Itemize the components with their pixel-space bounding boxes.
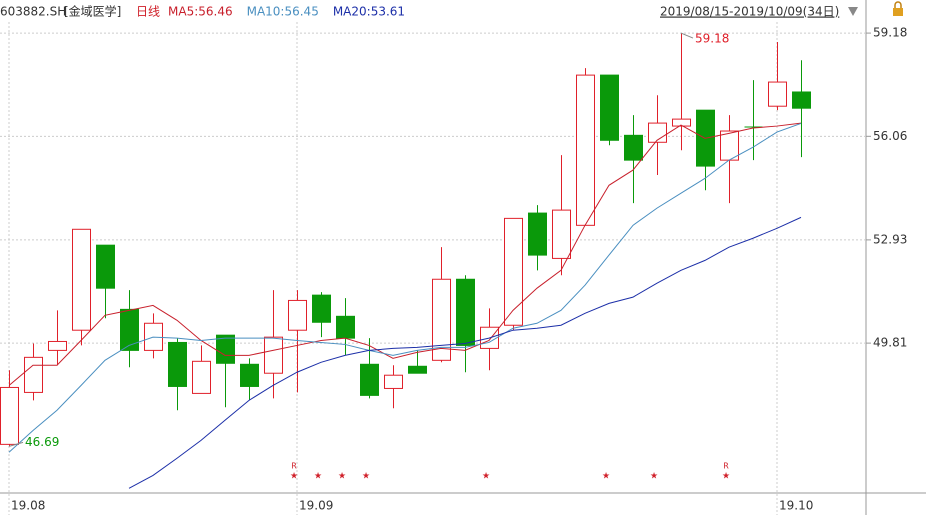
period: 日线 <box>136 5 160 19</box>
y-tick-label: 56.06 <box>873 129 907 143</box>
y-tick-label: 49.81 <box>873 336 907 350</box>
event-star: ★ <box>362 472 370 482</box>
candle-body <box>456 278 475 346</box>
event-star: ★ <box>314 472 322 482</box>
candle-body <box>672 118 691 127</box>
candle-body <box>336 315 355 339</box>
legend-entry: MA5:56.46 <box>168 5 233 19</box>
candle-body <box>432 278 451 361</box>
candle-body <box>96 244 115 289</box>
event-star: ★ <box>338 472 346 482</box>
candle-body <box>384 374 403 389</box>
candle-body <box>192 360 211 394</box>
ma-line <box>8 122 802 386</box>
candle-body <box>288 299 307 331</box>
event-note: R <box>723 462 729 471</box>
x-tick-label: 19.10 <box>779 499 813 513</box>
lock-icon[interactable] <box>893 8 903 16</box>
header: 603882.SH [金域医学] 日线 2019/08/15-2019/10/0… <box>0 1 903 19</box>
legend-entry: MA20:53.61 <box>333 5 405 19</box>
event-star: ★ <box>650 472 658 482</box>
date-range: 2019/08/15-2019/10/09(34日) <box>660 5 839 19</box>
candle-body <box>552 209 571 259</box>
candle-body <box>360 363 379 396</box>
candle-body <box>720 130 739 161</box>
ma-line <box>8 122 802 453</box>
min-label: 46.69 <box>25 435 59 449</box>
candle-body <box>600 74 619 141</box>
y-tick-label: 52.93 <box>873 232 907 246</box>
lock-shackle <box>894 1 902 8</box>
event-star: ★ <box>722 472 730 482</box>
x-tick-label: 19.08 <box>11 499 45 513</box>
candle-body <box>240 363 259 387</box>
candle-body <box>168 341 187 387</box>
event-star: ★ <box>482 472 490 482</box>
candle-body <box>624 134 643 161</box>
ma-line <box>128 216 802 489</box>
ticker: 603882.SH <box>0 5 66 19</box>
candle-body <box>48 340 67 351</box>
max-leader <box>680 32 694 39</box>
candle-body <box>576 74 595 226</box>
min-leader <box>8 441 24 447</box>
event-star: ★ <box>602 472 610 482</box>
candle-body <box>768 81 787 107</box>
candle-body <box>408 365 427 374</box>
candle-body <box>264 336 283 374</box>
y-tick-label: 59.18 <box>873 26 907 40</box>
max-label: 59.18 <box>695 32 729 46</box>
candle-body <box>504 217 523 326</box>
candle-body <box>72 228 91 331</box>
candle-body <box>216 334 235 364</box>
candle-body <box>312 294 331 323</box>
candle-body <box>528 212 547 256</box>
candle-body <box>792 91 811 109</box>
candle-body <box>0 386 19 445</box>
candle-body <box>120 308 139 351</box>
dropdown-arrow[interactable] <box>848 7 858 16</box>
event-note: R <box>291 462 297 471</box>
legend-entry: MA10:56.45 <box>247 5 319 19</box>
x-tick-label: 19.09 <box>299 499 333 513</box>
candle-body <box>24 356 43 393</box>
event-star: ★ <box>290 472 298 482</box>
stock-name: [金域医学] <box>64 4 121 19</box>
